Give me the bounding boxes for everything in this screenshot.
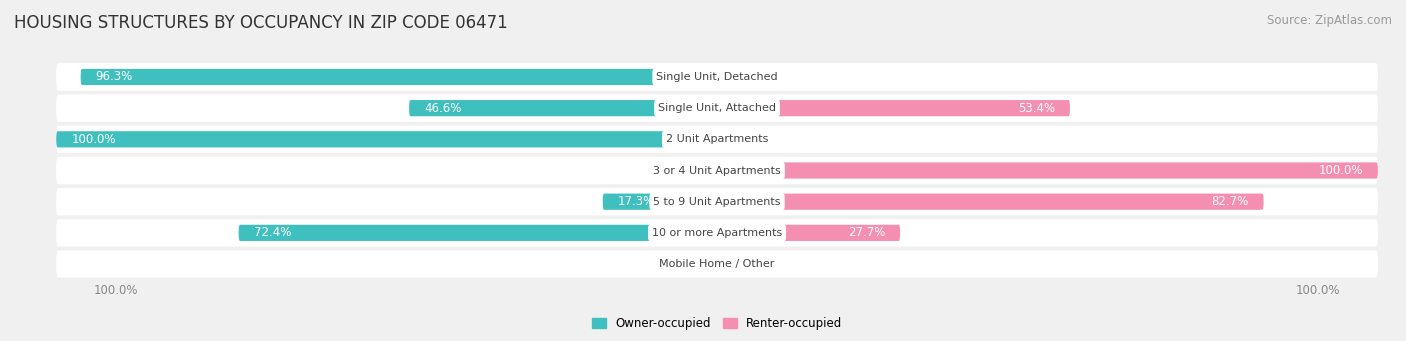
FancyBboxPatch shape — [603, 194, 717, 210]
FancyBboxPatch shape — [56, 250, 1378, 278]
FancyBboxPatch shape — [80, 69, 717, 85]
FancyBboxPatch shape — [56, 131, 717, 147]
FancyBboxPatch shape — [56, 125, 1378, 153]
FancyBboxPatch shape — [717, 225, 900, 241]
Text: 46.6%: 46.6% — [425, 102, 461, 115]
Text: 0.0%: 0.0% — [679, 164, 709, 177]
FancyBboxPatch shape — [717, 256, 744, 272]
Text: 100.0%: 100.0% — [72, 133, 115, 146]
Text: 82.7%: 82.7% — [1212, 195, 1249, 208]
FancyBboxPatch shape — [56, 188, 1378, 216]
Text: Single Unit, Detached: Single Unit, Detached — [657, 72, 778, 82]
Text: 10 or more Apartments: 10 or more Apartments — [652, 228, 782, 238]
Legend: Owner-occupied, Renter-occupied: Owner-occupied, Renter-occupied — [586, 312, 848, 335]
Text: Single Unit, Attached: Single Unit, Attached — [658, 103, 776, 113]
Text: 0.0%: 0.0% — [725, 257, 755, 270]
Text: 96.3%: 96.3% — [96, 71, 134, 84]
Text: Mobile Home / Other: Mobile Home / Other — [659, 259, 775, 269]
Text: 2 Unit Apartments: 2 Unit Apartments — [666, 134, 768, 144]
Text: 27.7%: 27.7% — [848, 226, 886, 239]
Text: 72.4%: 72.4% — [253, 226, 291, 239]
FancyBboxPatch shape — [717, 100, 1070, 116]
Text: 3 or 4 Unit Apartments: 3 or 4 Unit Apartments — [654, 165, 780, 176]
Text: 53.4%: 53.4% — [1018, 102, 1054, 115]
Text: 5 to 9 Unit Apartments: 5 to 9 Unit Apartments — [654, 197, 780, 207]
FancyBboxPatch shape — [717, 194, 1264, 210]
FancyBboxPatch shape — [690, 162, 717, 179]
FancyBboxPatch shape — [717, 131, 744, 147]
Text: 3.7%: 3.7% — [751, 71, 780, 84]
FancyBboxPatch shape — [690, 256, 717, 272]
FancyBboxPatch shape — [56, 63, 1378, 91]
Text: 17.3%: 17.3% — [617, 195, 655, 208]
Text: Source: ZipAtlas.com: Source: ZipAtlas.com — [1267, 14, 1392, 27]
Text: 0.0%: 0.0% — [679, 257, 709, 270]
Text: HOUSING STRUCTURES BY OCCUPANCY IN ZIP CODE 06471: HOUSING STRUCTURES BY OCCUPANCY IN ZIP C… — [14, 14, 508, 32]
Text: 100.0%: 100.0% — [1319, 164, 1362, 177]
FancyBboxPatch shape — [56, 157, 1378, 184]
Text: 0.0%: 0.0% — [725, 133, 755, 146]
FancyBboxPatch shape — [56, 219, 1378, 247]
FancyBboxPatch shape — [717, 69, 741, 85]
FancyBboxPatch shape — [409, 100, 717, 116]
FancyBboxPatch shape — [239, 225, 717, 241]
FancyBboxPatch shape — [56, 94, 1378, 122]
FancyBboxPatch shape — [717, 162, 1378, 179]
